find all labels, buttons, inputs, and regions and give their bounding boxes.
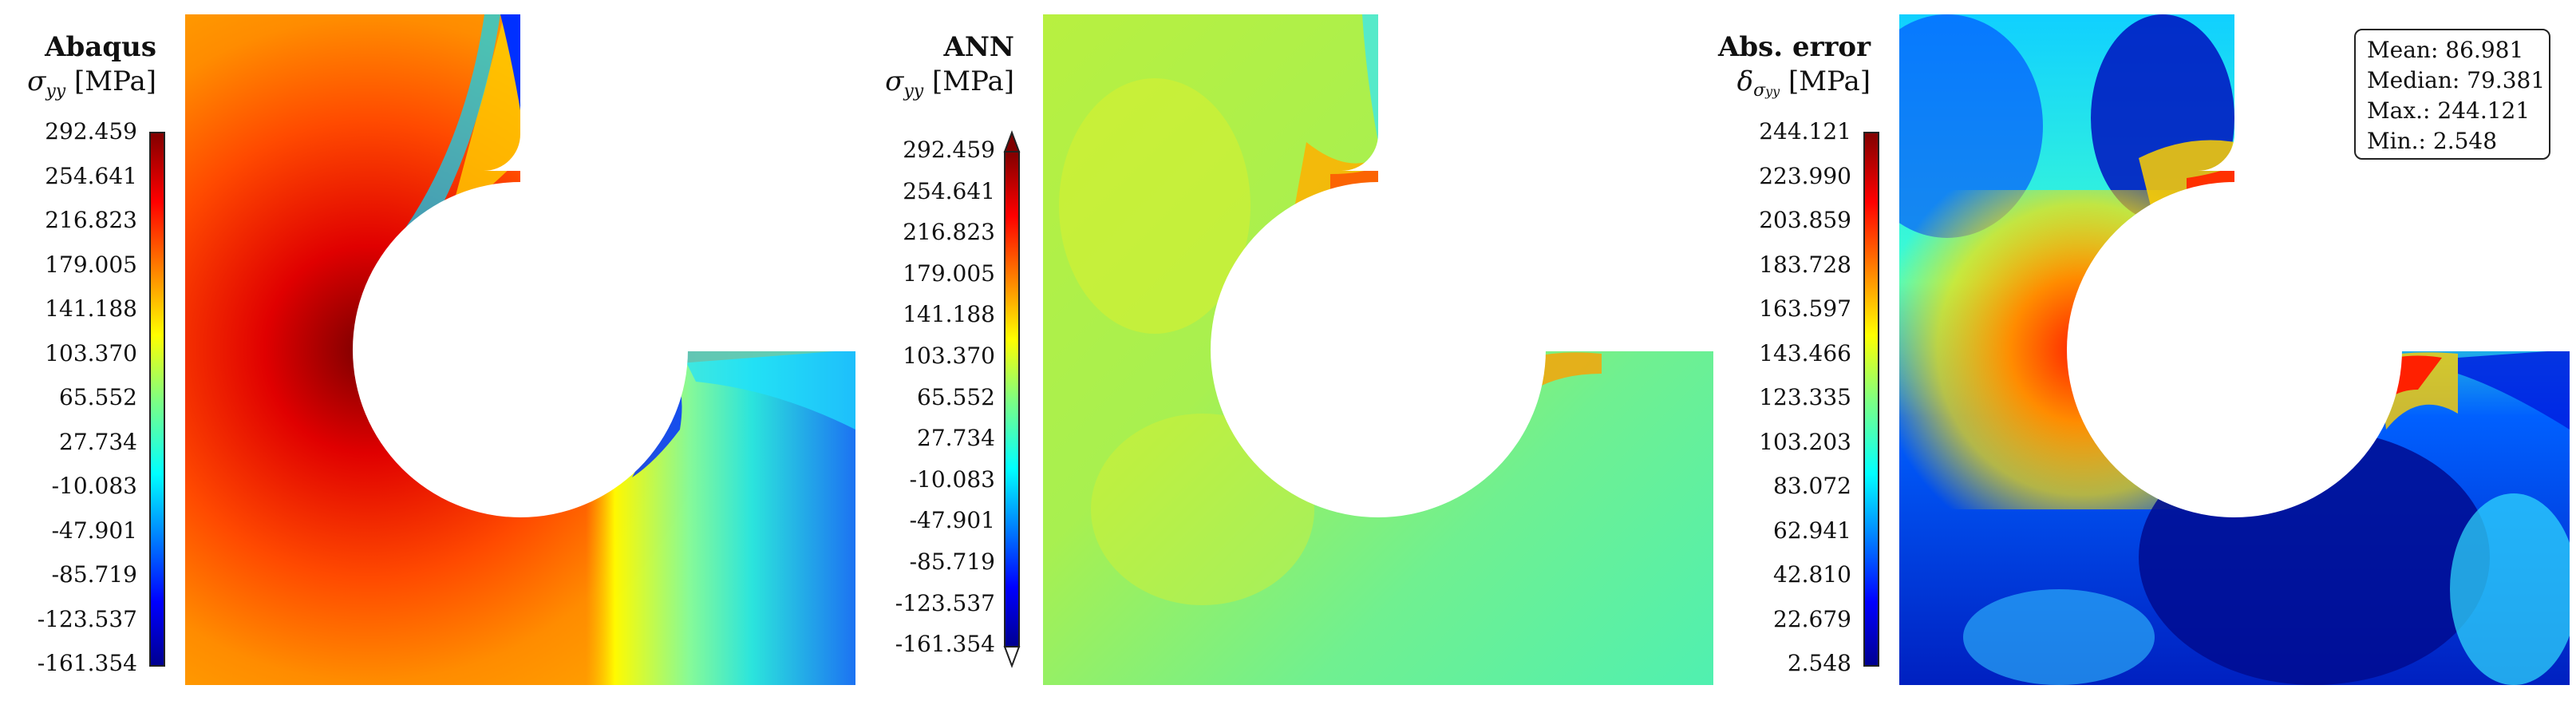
heatmap-abs-error [1899,14,2570,685]
colorbar-tick-label: 62.941 [1773,517,1851,544]
statistics-box: Mean: 86.981 Median: 79.381 Max.: 244.12… [2354,29,2550,160]
panel-abs-error: Abs. error δσyy [MPa] 244.121 223.990 203.… [1714,0,2576,701]
colorbar-tick-label: 103.370 [45,339,137,366]
panel-title: Abs. error δσyy [MPa] [1714,30,1871,102]
colorbar-label: σyy [MPa] [27,65,156,101]
colorbar-tick-label: 163.597 [1759,295,1851,322]
panel-title: ANN σyy [MPa] [858,30,1014,102]
colorbar-tick-label: -47.901 [909,507,995,534]
title-text: Abs. error [1717,31,1871,63]
colorbar-tick-label: 27.734 [917,425,995,452]
colorbar-tick-label: -161.354 [895,631,995,658]
panel-ann: ANN σyy [MPa] 292.459 254.641 216.823 179.0… [858,0,1720,701]
colorbar-tick-label: -10.083 [51,473,137,499]
colorbar [1003,130,1021,668]
colorbar [1863,132,1879,667]
colorbar-tick-label: 42.810 [1773,561,1851,588]
colorbar-tick-label: -123.537 [895,589,995,616]
colorbar-tick-label: 22.679 [1773,605,1851,632]
colorbar-tick-label: 27.734 [59,428,137,455]
colorbar-tick-label: 141.188 [45,295,137,322]
colorbar-tick-label: -47.901 [51,517,137,544]
colorbar-tick-label: 223.990 [1759,162,1851,189]
colorbar-label: δσyy [MPa] [1736,65,1871,101]
colorbar-tick-label: 292.459 [903,137,995,163]
title-text: ANN [943,31,1014,63]
panel-abaqus: Abaqus σyy [MPa] 292.459 254.641 216.823 17… [0,0,862,701]
colorbar-tick-label: 292.459 [45,118,137,145]
colorbar-tick-label: -161.354 [37,650,137,676]
colorbar-tick-label: -85.719 [51,561,137,588]
colorbar-tick-label: 216.823 [45,207,137,233]
colorbar-tick-label: -10.083 [909,465,995,493]
colorbar-tick-label: 65.552 [917,383,995,410]
colorbar-label: σyy [MPa] [885,65,1014,101]
colorbar-tick-label: -123.537 [37,605,137,632]
colorbar-tick-label: 254.641 [903,177,995,204]
colorbar-tick-label: 123.335 [1759,384,1851,410]
stat-median: Median: 79.381 [2367,67,2546,93]
stat-max: Max.: 244.121 [2367,97,2531,124]
colorbar-tick-label: 65.552 [59,384,137,410]
heatmap-abaqus [185,14,855,685]
colorbar-tick-label: -85.719 [909,549,995,575]
colorbar-tick-label: 179.005 [903,259,995,287]
colorbar-tick-label: 83.072 [1773,473,1851,499]
colorbar-tick-label: 183.728 [1759,251,1851,278]
heatmap-ann [1043,14,1713,685]
colorbar-tick-label: 254.641 [45,162,137,189]
colorbar-tick-label: 2.548 [1787,650,1851,676]
stat-mean: Mean: 86.981 [2367,37,2524,63]
colorbar-tick-label: 143.466 [1759,339,1851,366]
stat-min: Min.: 2.548 [2367,128,2498,154]
colorbar-tick-label: 203.859 [1759,207,1851,233]
title-text: Abaqus [45,31,156,63]
colorbar [149,132,165,667]
colorbar-tick-label: 179.005 [45,251,137,278]
panel-title: Abaqus σyy [MPa] [0,30,156,102]
colorbar-tick-label: 141.188 [903,301,995,328]
colorbar-tick-label: 244.121 [1759,118,1851,145]
colorbar-tick-label: 103.203 [1759,428,1851,455]
colorbar-tick-label: 216.823 [903,219,995,246]
colorbar-tick-label: 103.370 [903,343,995,369]
